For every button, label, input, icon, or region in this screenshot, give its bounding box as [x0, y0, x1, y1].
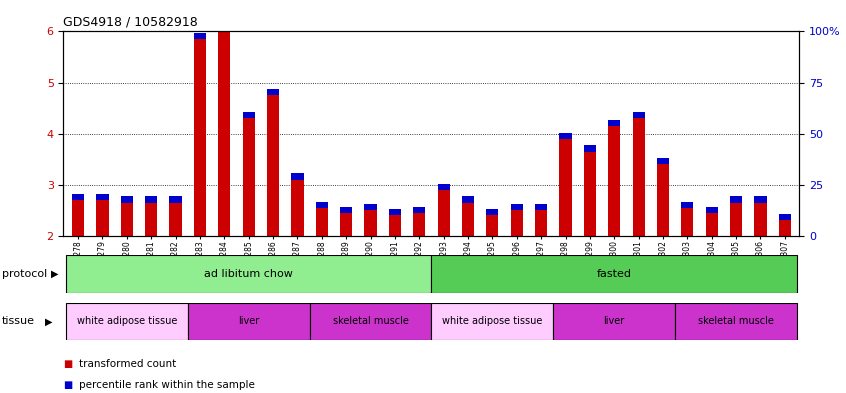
Bar — [486, 209, 498, 215]
Bar — [194, 39, 206, 236]
Bar — [121, 203, 133, 236]
Bar — [316, 202, 328, 208]
Bar — [559, 132, 572, 139]
Bar — [437, 190, 450, 236]
Text: tissue: tissue — [2, 316, 35, 326]
Bar — [675, 303, 797, 340]
Bar — [316, 208, 328, 236]
Bar — [243, 118, 255, 236]
Bar — [553, 303, 675, 340]
Bar — [389, 209, 401, 215]
Bar — [267, 89, 279, 95]
Bar — [535, 204, 547, 210]
Bar — [706, 207, 717, 213]
Bar — [72, 194, 84, 200]
Bar — [413, 207, 426, 213]
Bar — [96, 200, 108, 236]
Bar — [681, 202, 694, 208]
Text: percentile rank within the sample: percentile rank within the sample — [79, 380, 255, 390]
Bar — [559, 139, 572, 236]
Bar — [437, 184, 450, 190]
Bar — [633, 112, 645, 118]
Bar — [291, 173, 304, 180]
Bar — [267, 95, 279, 236]
Text: fasted: fasted — [596, 269, 632, 279]
Bar — [584, 151, 596, 236]
Text: ■: ■ — [63, 380, 73, 390]
Bar — [340, 213, 352, 236]
Bar — [291, 180, 304, 236]
Bar — [779, 220, 791, 236]
Bar — [511, 204, 523, 210]
Bar — [310, 303, 431, 340]
Bar — [218, 31, 230, 236]
Bar — [169, 203, 182, 236]
Text: GDS4918 / 10582918: GDS4918 / 10582918 — [63, 16, 198, 29]
Bar — [66, 303, 188, 340]
Bar — [730, 203, 742, 236]
Bar — [755, 203, 766, 236]
Bar — [121, 196, 133, 203]
Bar — [146, 203, 157, 236]
Bar — [72, 200, 84, 236]
Bar — [431, 303, 553, 340]
Text: ■: ■ — [63, 358, 73, 369]
Bar — [656, 164, 669, 236]
Text: liver: liver — [604, 316, 625, 326]
Bar — [608, 120, 620, 126]
Bar — [730, 196, 742, 203]
Bar — [706, 213, 717, 236]
Text: ad libitum chow: ad libitum chow — [204, 269, 293, 279]
Bar — [365, 204, 376, 210]
Bar — [194, 33, 206, 39]
Bar — [188, 303, 310, 340]
Bar — [218, 25, 230, 31]
Text: skeletal muscle: skeletal muscle — [698, 316, 774, 326]
Bar — [462, 196, 474, 203]
Bar — [146, 196, 157, 203]
Bar — [511, 210, 523, 236]
Bar — [755, 196, 766, 203]
Bar — [681, 208, 694, 236]
Bar — [633, 118, 645, 236]
Text: transformed count: transformed count — [79, 358, 176, 369]
Text: ▶: ▶ — [45, 316, 52, 326]
Bar — [365, 210, 376, 236]
Bar — [340, 207, 352, 213]
Bar — [486, 215, 498, 236]
Text: white adipose tissue: white adipose tissue — [442, 316, 542, 326]
Text: ▶: ▶ — [51, 269, 58, 279]
Text: protocol: protocol — [2, 269, 47, 279]
Text: skeletal muscle: skeletal muscle — [332, 316, 409, 326]
Bar — [389, 215, 401, 236]
Bar — [431, 255, 797, 293]
Bar — [462, 203, 474, 236]
Bar — [243, 112, 255, 118]
Bar — [535, 210, 547, 236]
Bar — [66, 255, 431, 293]
Bar — [656, 158, 669, 164]
Bar — [169, 196, 182, 203]
Text: liver: liver — [238, 316, 259, 326]
Bar — [584, 145, 596, 151]
Bar — [96, 194, 108, 200]
Text: white adipose tissue: white adipose tissue — [77, 316, 177, 326]
Bar — [779, 214, 791, 220]
Bar — [608, 126, 620, 236]
Bar — [413, 213, 426, 236]
